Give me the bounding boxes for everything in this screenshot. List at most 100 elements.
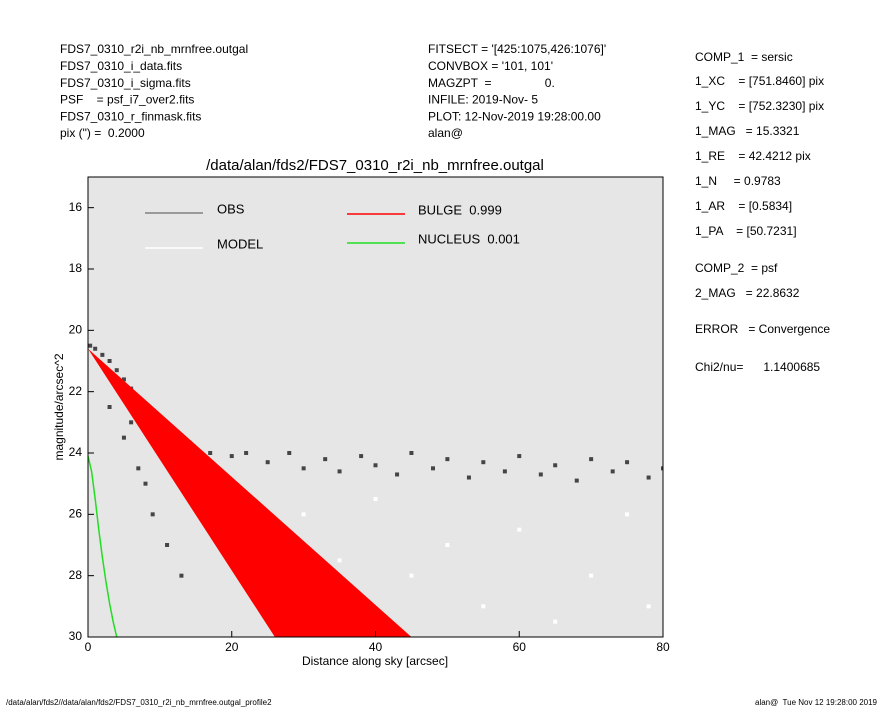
header-mid-line: FITSECT = '[425:1075,426:1076]' <box>428 42 606 56</box>
legend-label: MODEL <box>217 236 263 251</box>
data-point <box>574 478 579 483</box>
fit-parameter: 2_MAG = 22.8632 <box>695 286 800 300</box>
data-point <box>359 454 364 459</box>
x-tick-label: 0 <box>85 640 92 654</box>
header-left-line: PSF = psf_i7_over2.fits <box>60 93 194 107</box>
fit-parameter: 1_PA = [50.7231] <box>695 224 797 238</box>
data-point <box>661 466 663 471</box>
x-axis-label: Distance along sky [arcsec] <box>302 654 448 668</box>
footer-right: alan@ Tue Nov 12 19:28:00 2019 <box>755 698 878 707</box>
y-tick-label: 18 <box>69 261 83 275</box>
data-point <box>466 475 471 480</box>
y-tick-label: 28 <box>69 568 83 582</box>
x-tick-label: 60 <box>513 640 527 654</box>
plot-marks <box>88 343 663 637</box>
data-point <box>150 512 155 517</box>
fit-parameter: 1_MAG = 15.3321 <box>695 124 800 138</box>
data-point <box>373 463 378 468</box>
data-point <box>301 512 306 517</box>
data-point <box>100 352 105 357</box>
footer-left: /data/alan/fds2//data/alan/fds2/FDS7_031… <box>6 698 272 707</box>
chart-title: /data/alan/fds2/FDS7_0310_r2i_nb_mrnfree… <box>206 157 544 174</box>
data-point <box>136 466 141 471</box>
y-tick-label: 30 <box>69 629 83 643</box>
fit-parameter: 1_XC = [751.8460] pix <box>695 74 824 88</box>
data-point <box>107 359 112 363</box>
data-point <box>625 512 630 517</box>
data-point <box>93 346 98 351</box>
data-point <box>337 469 342 474</box>
header-mid-line: INFILE: 2019-Nov- 5 <box>428 93 538 107</box>
fit-parameter: Chi2/nu= 1.1400685 <box>695 360 820 374</box>
data-point <box>143 481 148 486</box>
model-nucleus <box>88 455 118 637</box>
y-tick-label: 24 <box>69 445 83 459</box>
header-mid-line: PLOT: 12-Nov-2019 19:28:00.00 <box>428 109 601 123</box>
y-axis-label: magnitude/arcsec^2 <box>52 353 66 460</box>
data-point <box>445 543 450 547</box>
data-point <box>265 460 270 465</box>
data-point <box>431 466 435 471</box>
legend-label: OBS <box>217 201 245 216</box>
data-point <box>502 469 507 474</box>
data-point <box>589 457 594 462</box>
data-point <box>538 472 543 477</box>
data-point <box>553 619 558 624</box>
x-tick-label: 40 <box>369 640 383 654</box>
data-point <box>481 460 486 465</box>
data-point <box>107 405 112 409</box>
fit-parameter: COMP_2 = psf <box>695 261 778 275</box>
data-point <box>553 463 558 468</box>
fit-parameter: 1_AR = [0.5834] <box>695 199 792 213</box>
fit-parameter: 1_YC = [752.3230] pix <box>695 99 824 113</box>
data-point <box>409 573 414 578</box>
fit-parameter: 1_RE = 42.4212 pix <box>695 149 811 163</box>
header-left-line: FDS7_0310_i_data.fits <box>60 59 182 73</box>
data-point <box>409 451 414 455</box>
data-point <box>646 604 651 609</box>
data-point <box>114 368 119 373</box>
header-left-line: FDS7_0310_r2i_nb_mrnfree.outgal <box>60 42 248 56</box>
data-point <box>179 573 184 578</box>
fit-parameter: ERROR = Convergence <box>695 322 830 336</box>
data-point <box>589 573 594 578</box>
data-point <box>610 469 615 474</box>
y-tick-label: 26 <box>69 507 83 521</box>
data-point <box>625 460 630 465</box>
data-point <box>337 558 342 563</box>
x-tick-label: 20 <box>225 640 239 654</box>
data-point <box>395 472 400 477</box>
data-point <box>646 475 651 480</box>
data-point <box>301 466 306 471</box>
header-mid-line: MAGZPT = 0. <box>428 76 555 90</box>
legend-label: BULGE 0.999 <box>418 202 502 217</box>
header-mid-line: CONVBOX = '101, 101' <box>428 59 553 73</box>
plot-background <box>88 177 663 637</box>
fit-parameter: 1_N = 0.9783 <box>695 174 781 188</box>
data-point <box>323 457 328 462</box>
data-point <box>481 604 486 609</box>
data-point <box>208 451 213 455</box>
data-point <box>165 543 170 547</box>
header-left-line: FDS7_0310_i_sigma.fits <box>60 76 191 90</box>
data-point <box>517 454 522 459</box>
header-left-line: FDS7_0310_r_finmask.fits <box>60 109 201 123</box>
x-tick-label: 80 <box>656 640 670 654</box>
data-point <box>88 343 93 348</box>
data-point <box>121 435 126 440</box>
model-bulge <box>88 348 412 637</box>
fit-parameter: COMP_1 = sersic <box>695 50 793 64</box>
legend-label: NUCLEUS 0.001 <box>418 231 520 246</box>
y-tick-label: 20 <box>69 323 83 337</box>
y-tick-label: 16 <box>69 200 83 214</box>
data-point <box>373 497 378 501</box>
data-point <box>287 451 292 455</box>
data-point <box>445 457 450 462</box>
data-point <box>244 451 249 455</box>
y-tick-label: 22 <box>69 384 83 398</box>
header-mid-line: alan@ <box>428 126 463 140</box>
header-left-line: pix (") = 0.2000 <box>60 126 145 140</box>
data-point <box>121 377 126 382</box>
data-point <box>229 454 234 459</box>
